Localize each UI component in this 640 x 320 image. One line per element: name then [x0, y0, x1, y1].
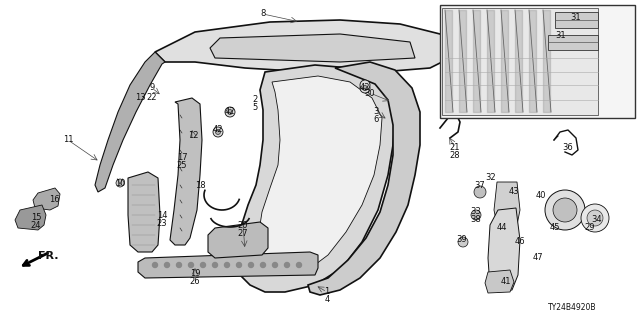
Circle shape	[474, 186, 486, 198]
Text: 4: 4	[324, 295, 330, 305]
Bar	[440, 5, 635, 118]
Circle shape	[227, 109, 232, 115]
Circle shape	[212, 262, 218, 268]
Text: 27: 27	[237, 228, 248, 237]
Polygon shape	[128, 172, 160, 252]
Polygon shape	[155, 20, 455, 72]
Text: 46: 46	[515, 237, 525, 246]
Circle shape	[296, 262, 301, 268]
Text: 44: 44	[497, 223, 508, 233]
Text: 34: 34	[592, 215, 602, 225]
Circle shape	[216, 130, 221, 134]
Text: 3: 3	[373, 108, 379, 116]
Circle shape	[273, 262, 278, 268]
Text: 28: 28	[450, 151, 460, 161]
Text: 13: 13	[134, 92, 145, 101]
Polygon shape	[210, 34, 415, 62]
Text: 43: 43	[509, 188, 519, 196]
Text: 29: 29	[585, 223, 595, 233]
Text: 18: 18	[195, 180, 205, 189]
Circle shape	[553, 198, 577, 222]
Polygon shape	[238, 65, 395, 292]
Text: 24: 24	[31, 220, 41, 229]
Polygon shape	[485, 270, 514, 293]
Polygon shape	[442, 8, 598, 115]
Text: 2: 2	[252, 95, 258, 105]
Text: 16: 16	[49, 196, 60, 204]
Polygon shape	[548, 35, 598, 50]
Circle shape	[587, 210, 603, 226]
Circle shape	[225, 107, 235, 117]
Circle shape	[225, 262, 230, 268]
Polygon shape	[488, 208, 520, 292]
Circle shape	[260, 262, 266, 268]
Circle shape	[545, 190, 585, 230]
Text: 11: 11	[63, 135, 73, 145]
Text: 21: 21	[450, 143, 460, 153]
Circle shape	[189, 262, 193, 268]
Text: 6: 6	[373, 116, 379, 124]
Circle shape	[152, 262, 157, 268]
Text: 1: 1	[324, 287, 330, 297]
Text: 31: 31	[556, 30, 566, 39]
Text: 20: 20	[237, 220, 248, 229]
Text: 22: 22	[147, 92, 157, 101]
Text: FR.: FR.	[38, 251, 58, 261]
Polygon shape	[95, 52, 165, 192]
Circle shape	[285, 262, 289, 268]
Text: 37: 37	[475, 180, 485, 189]
Text: 14: 14	[157, 211, 167, 220]
Text: 10: 10	[115, 179, 125, 188]
Polygon shape	[138, 252, 318, 278]
Polygon shape	[258, 76, 382, 275]
Text: 30: 30	[365, 89, 375, 98]
Text: 19: 19	[189, 268, 200, 277]
Text: 17: 17	[177, 154, 188, 163]
Circle shape	[177, 262, 182, 268]
Circle shape	[116, 179, 124, 187]
Polygon shape	[308, 62, 420, 295]
Polygon shape	[555, 12, 598, 28]
Polygon shape	[494, 182, 520, 225]
Text: 8: 8	[260, 10, 266, 19]
Circle shape	[164, 262, 170, 268]
Text: TY24B4920B: TY24B4920B	[548, 303, 596, 313]
Polygon shape	[208, 222, 268, 258]
Polygon shape	[15, 205, 46, 230]
Text: 38: 38	[470, 215, 481, 225]
Text: 23: 23	[157, 219, 167, 228]
Circle shape	[248, 262, 253, 268]
Text: 15: 15	[31, 212, 41, 221]
Circle shape	[200, 262, 205, 268]
Text: 12: 12	[188, 131, 198, 140]
Text: 42: 42	[360, 84, 371, 92]
Text: 45: 45	[550, 223, 560, 233]
Text: 42: 42	[225, 108, 236, 116]
Text: 42: 42	[212, 125, 223, 134]
Text: 31: 31	[571, 13, 581, 22]
Circle shape	[237, 262, 241, 268]
Text: 41: 41	[500, 277, 511, 286]
Text: 9: 9	[149, 84, 155, 92]
Text: 5: 5	[252, 103, 258, 113]
Circle shape	[213, 127, 223, 137]
Text: 36: 36	[563, 143, 573, 153]
Circle shape	[471, 210, 481, 220]
Polygon shape	[33, 188, 60, 210]
Circle shape	[581, 204, 609, 232]
Text: 26: 26	[189, 276, 200, 285]
Text: 39: 39	[457, 236, 467, 244]
Circle shape	[458, 237, 468, 247]
Circle shape	[360, 80, 370, 90]
Text: 32: 32	[486, 172, 496, 181]
Text: 40: 40	[536, 191, 547, 201]
Circle shape	[360, 83, 370, 93]
Polygon shape	[170, 98, 202, 245]
Circle shape	[362, 85, 367, 91]
Text: 25: 25	[177, 162, 188, 171]
Text: 47: 47	[532, 252, 543, 261]
Text: 33: 33	[470, 207, 481, 217]
